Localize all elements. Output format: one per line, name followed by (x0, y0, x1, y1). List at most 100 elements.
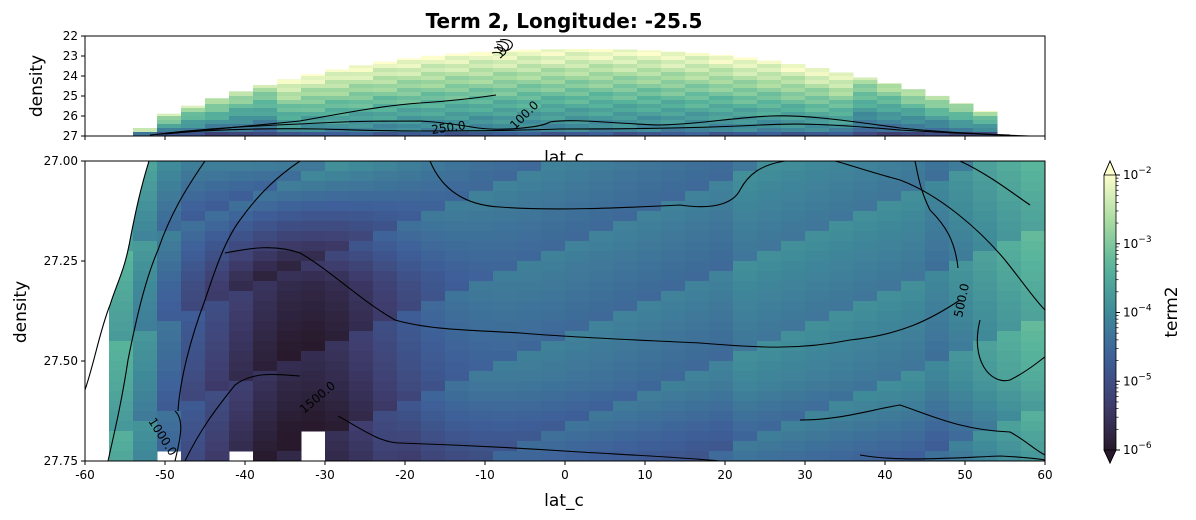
heatmap-cell (181, 291, 206, 302)
contour-line (799, 404, 1045, 456)
heatmap-cell (253, 108, 278, 113)
heatmap-cell (205, 371, 230, 382)
heatmap-cell (589, 301, 614, 312)
heatmap-cell (517, 381, 542, 392)
heatmap-cell (757, 441, 782, 452)
heatmap-cell (421, 231, 446, 242)
heatmap-cell (1021, 341, 1045, 352)
heatmap-cell (181, 351, 206, 362)
heatmap-cell (325, 84, 350, 89)
heatmap-cell (709, 251, 734, 262)
heatmap-cell (133, 132, 158, 136)
heatmap-cell (853, 171, 878, 182)
heatmap-cell (229, 96, 254, 101)
heatmap-cell (709, 55, 734, 57)
heatmap-cell (637, 431, 662, 442)
heatmap-cell (445, 411, 470, 422)
heatmap-cell (517, 271, 542, 282)
heatmap-cell (301, 361, 326, 372)
heatmap-cell (277, 104, 302, 109)
heatmap-cell (301, 401, 326, 412)
heatmap-cell (877, 181, 902, 192)
heatmap-cell (613, 64, 638, 69)
heatmap-cell (349, 65, 374, 69)
heatmap-cell (229, 161, 254, 172)
heatmap-cell (709, 311, 734, 322)
heatmap-cell (613, 100, 638, 105)
heatmap-cell (949, 441, 974, 452)
heatmap-cell (733, 112, 758, 117)
heatmap-cell (733, 92, 758, 97)
heatmap-cell (253, 191, 278, 202)
heatmap-cell (1021, 281, 1045, 292)
heatmap-cell (757, 112, 782, 117)
heatmap-cell (301, 281, 326, 292)
heatmap-cell (277, 221, 302, 232)
heatmap-cell (541, 241, 566, 252)
heatmap-cell (589, 132, 614, 136)
heatmap-cell (757, 191, 782, 202)
heatmap-cell (901, 108, 926, 113)
heatmap-cell (157, 291, 182, 302)
heatmap-cell (829, 311, 854, 322)
heatmap-cell (445, 72, 470, 77)
heatmap-cell (325, 132, 350, 136)
heatmap-cell (853, 120, 878, 125)
heatmap-cell (829, 431, 854, 442)
heatmap-cell (469, 311, 494, 322)
heatmap-cell (205, 104, 230, 109)
heatmap-cell (901, 281, 926, 292)
heatmap-cell (157, 181, 182, 192)
heatmap-cell (397, 112, 422, 117)
heatmap-cell (1021, 351, 1045, 362)
heatmap-cell (445, 108, 470, 113)
heatmap-cell (805, 401, 830, 412)
heatmap-cell (949, 261, 974, 272)
heatmap-cell (517, 221, 542, 232)
heatmap-cell (253, 281, 278, 292)
heatmap-cell (925, 331, 950, 342)
heatmap-cell (613, 221, 638, 232)
heatmap-cell (469, 331, 494, 342)
heatmap-cell (589, 49, 614, 53)
heatmap-cell (445, 96, 470, 101)
heatmap-cell (421, 72, 446, 77)
heatmap-cell (517, 171, 542, 182)
heatmap-cell (757, 161, 782, 172)
heatmap-cell (253, 321, 278, 332)
heatmap-cell (757, 201, 782, 212)
heatmap-cell (349, 181, 374, 192)
heatmap-cell (349, 120, 374, 125)
heatmap-cell (733, 431, 758, 442)
heatmap-cell (949, 351, 974, 362)
heatmap-cell (301, 321, 326, 332)
heatmap-cell (853, 281, 878, 292)
heatmap-cell (373, 311, 398, 322)
heatmap-cell (541, 301, 566, 312)
heatmap-cell (637, 411, 662, 422)
heatmap-cell (733, 88, 758, 93)
heatmap-cell (925, 401, 950, 412)
heatmap-cell (469, 211, 494, 222)
heatmap-cell (733, 321, 758, 332)
heatmap-cell (613, 441, 638, 452)
heatmap-cell (349, 401, 374, 412)
heatmap-cell (637, 241, 662, 252)
heatmap-cell (565, 76, 590, 81)
heatmap-cell (181, 124, 206, 129)
heatmap-cell (421, 341, 446, 352)
heatmap-cell (805, 84, 830, 89)
heatmap-cell (733, 451, 758, 461)
heatmap-cell (565, 251, 590, 262)
heatmap-cell (253, 161, 278, 172)
heatmap-cell (133, 381, 158, 392)
heatmap-cell (709, 132, 734, 136)
heatmap-cell (229, 231, 254, 242)
heatmap-cell (901, 431, 926, 442)
heatmap-cell (565, 401, 590, 412)
heatmap-cell (469, 171, 494, 182)
heatmap-cell (301, 411, 326, 422)
heatmap-cell (565, 96, 590, 101)
heatmap-cell (901, 92, 926, 97)
heatmap-cell (277, 351, 302, 362)
